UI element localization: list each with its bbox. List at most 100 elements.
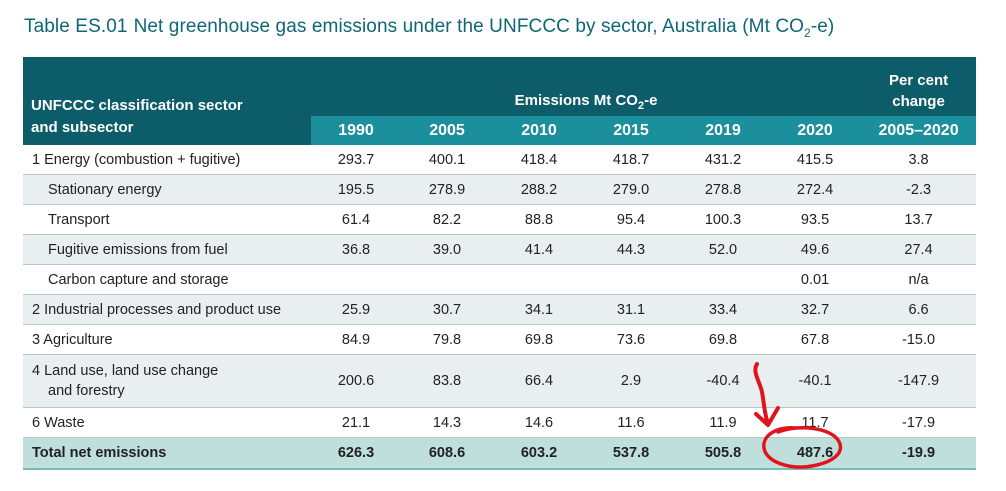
group-header-subscript: 2 [637,100,645,112]
pct-cell: -2.3 [861,174,977,205]
cell: 44.3 [585,234,677,265]
pct-cell: 6.6 [861,294,977,325]
year-header-2010: 2010 [493,116,585,145]
total-cell-highlighted: 487.6 [769,437,862,470]
cell: 33.4 [677,294,769,325]
cell: 200.6 [311,354,401,408]
cell [585,264,677,295]
cell: 100.3 [677,204,769,235]
row-label: Transport [23,204,311,235]
total-pct-cell: -19.9 [861,437,977,470]
cell: 41.4 [493,234,585,265]
cell: 14.3 [401,407,493,438]
row-label: 1 Energy (combustion + fugitive) [23,145,311,175]
cell: 93.5 [769,204,862,235]
cell: 82.2 [401,204,493,235]
cell: 21.1 [311,407,401,438]
pct-header-line1: Per cent [888,72,949,89]
table-title: Table ES.01 Net greenhouse gas emissions … [24,16,834,40]
emissions-table: UNFCCC classification sector and subsect… [23,57,977,470]
table-row: Carbon capture and storage 0.01 n/a [23,264,977,295]
cell [677,264,769,295]
title-subscript: 2 [804,25,811,40]
row-label: 2 Industrial processes and product use [23,294,311,325]
cell: 66.4 [493,354,585,408]
cell: 69.8 [677,324,769,355]
pct-period-header: 2005–2020 [861,116,977,145]
row-label: 4 Land use, land use change and forestry [23,354,311,408]
cell: 36.8 [311,234,401,265]
emissions-group-header: Emissions Mt CO2-e [311,57,862,116]
pct-header-line2: change [892,93,945,110]
cell: 11.9 [677,407,769,438]
cell: 278.8 [677,174,769,205]
cell: 34.1 [493,294,585,325]
total-label: Total net emissions [23,437,311,470]
cell [311,264,401,295]
cell: 83.8 [401,354,493,408]
sector-column-header: UNFCCC classification sector and subsect… [23,57,311,145]
cell: 2.9 [585,354,677,408]
cell [493,264,585,295]
cell: 278.9 [401,174,493,205]
cell: 272.4 [769,174,862,205]
sector-header-line2: and subsector [31,119,134,136]
cell: 195.5 [311,174,401,205]
cell: 67.8 [769,324,862,355]
cell: 11.6 [585,407,677,438]
total-cell: 608.6 [401,437,493,470]
cell: 95.4 [585,204,677,235]
row-label-line1: 4 Land use, land use change [32,363,219,379]
cell: 400.1 [401,145,493,175]
cell: 279.0 [585,174,677,205]
total-cell: 505.8 [677,437,769,470]
row-label: Fugitive emissions from fuel [23,234,311,265]
cell: 49.6 [769,234,862,265]
cell: 88.8 [493,204,585,235]
cell: 52.0 [677,234,769,265]
pct-cell: n/a [861,264,977,295]
year-header-2020: 2020 [769,116,862,145]
row-label: Carbon capture and storage [23,264,311,295]
cell: 415.5 [769,145,862,175]
total-cell: 603.2 [493,437,585,470]
pct-cell: -17.9 [861,407,977,438]
year-header-2019: 2019 [677,116,769,145]
cell: 84.9 [311,324,401,355]
pct-cell: 27.4 [861,234,977,265]
table-row: 4 Land use, land use change and forestry… [23,354,977,408]
cell: 418.4 [493,145,585,175]
cell: 431.2 [677,145,769,175]
cell: 30.7 [401,294,493,325]
cell: 73.6 [585,324,677,355]
total-cell: 626.3 [311,437,401,470]
table-row: Transport 61.4 82.2 88.8 95.4 100.3 93.5… [23,204,977,235]
year-header-2015: 2015 [585,116,677,145]
group-header-suffix: -e [644,92,658,109]
table-row: 2 Industrial processes and product use 2… [23,294,977,325]
cell: -40.4 [677,354,769,408]
year-header-1990: 1990 [311,116,401,145]
cell: 31.1 [585,294,677,325]
total-row: Total net emissions 626.3 608.6 603.2 53… [23,437,977,470]
title-text-suffix: -e) [810,16,835,37]
pct-cell: -147.9 [861,354,977,408]
row-label: 3 Agriculture [23,324,311,355]
cell: 0.01 [769,264,862,295]
pct-cell: 3.8 [861,145,977,175]
table-row: Fugitive emissions from fuel 36.8 39.0 4… [23,234,977,265]
cell: 39.0 [401,234,493,265]
cell: 418.7 [585,145,677,175]
cell: 32.7 [769,294,862,325]
pct-cell: -15.0 [861,324,977,355]
table-code: Table ES.01 [24,16,128,37]
row-label-line2: and forestry [48,383,125,399]
cell: 293.7 [311,145,401,175]
cell: 288.2 [493,174,585,205]
table-row: 1 Energy (combustion + fugitive) 293.7 4… [23,145,977,175]
table-row: Stationary energy 195.5 278.9 288.2 279.… [23,174,977,205]
cell: 61.4 [311,204,401,235]
group-header-text: Emissions Mt CO [514,92,638,109]
pct-cell: 13.7 [861,204,977,235]
cell: -40.1 [769,354,862,408]
